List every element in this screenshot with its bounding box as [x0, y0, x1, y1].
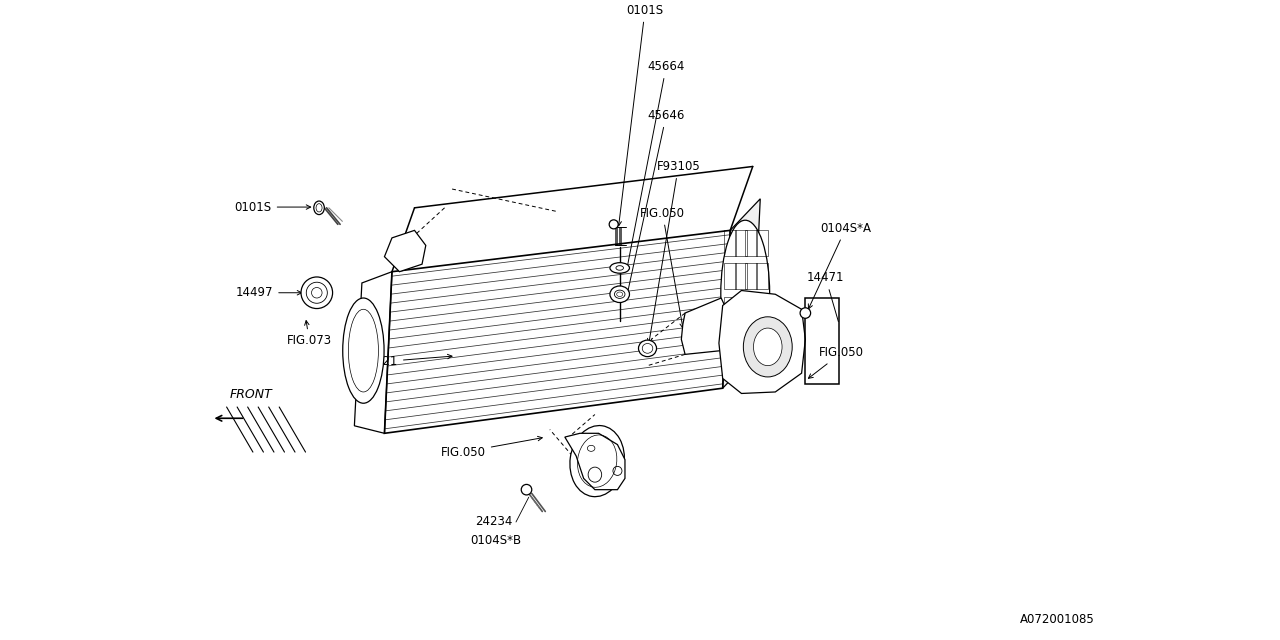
Ellipse shape	[721, 220, 769, 367]
Text: FIG.050: FIG.050	[440, 436, 543, 459]
Ellipse shape	[800, 308, 810, 318]
Ellipse shape	[301, 277, 333, 308]
Bar	[735, 296, 746, 322]
Bar	[745, 264, 758, 289]
Bar	[755, 264, 768, 289]
Bar	[755, 230, 768, 256]
Bar	[755, 330, 768, 355]
Ellipse shape	[754, 328, 782, 365]
Ellipse shape	[311, 287, 323, 298]
Text: 0101S: 0101S	[617, 4, 663, 226]
Ellipse shape	[521, 484, 531, 495]
Text: 45646: 45646	[627, 109, 685, 292]
Text: 14471: 14471	[806, 271, 845, 322]
Polygon shape	[564, 433, 625, 490]
Bar	[724, 264, 736, 289]
Text: FIG.050: FIG.050	[640, 207, 685, 328]
Bar	[735, 230, 746, 256]
Ellipse shape	[611, 262, 630, 273]
Ellipse shape	[343, 298, 384, 403]
Text: FIG.073: FIG.073	[287, 321, 332, 348]
Ellipse shape	[639, 340, 657, 356]
Text: 21821: 21821	[361, 355, 452, 369]
Text: 0101S: 0101S	[234, 200, 311, 214]
Bar	[755, 296, 768, 322]
Polygon shape	[681, 298, 727, 355]
Ellipse shape	[314, 201, 324, 214]
Bar	[724, 330, 736, 355]
Ellipse shape	[609, 220, 618, 229]
Ellipse shape	[614, 290, 625, 298]
Bar	[735, 264, 746, 289]
Ellipse shape	[744, 317, 792, 377]
Ellipse shape	[616, 266, 623, 270]
Text: F93105: F93105	[648, 160, 700, 343]
Text: 24234: 24234	[475, 515, 512, 529]
Ellipse shape	[570, 426, 625, 497]
Bar	[745, 296, 758, 322]
Bar	[745, 230, 758, 256]
Bar	[724, 230, 736, 256]
Text: 22656: 22656	[754, 318, 791, 352]
Text: FRONT: FRONT	[229, 388, 273, 401]
Ellipse shape	[611, 286, 630, 303]
Polygon shape	[384, 230, 426, 272]
Text: FIG.050: FIG.050	[809, 346, 864, 378]
Polygon shape	[719, 291, 805, 394]
Bar	[735, 330, 746, 355]
Polygon shape	[723, 199, 760, 388]
Text: 0104S*B: 0104S*B	[470, 534, 521, 547]
Text: 0104S*A: 0104S*A	[809, 221, 872, 308]
Bar	[745, 330, 758, 355]
Text: 14497: 14497	[236, 286, 302, 300]
Text: 21885: 21885	[579, 451, 616, 479]
Text: A072001085: A072001085	[1020, 614, 1094, 627]
Bar	[724, 296, 736, 322]
Text: 45664: 45664	[627, 60, 685, 264]
